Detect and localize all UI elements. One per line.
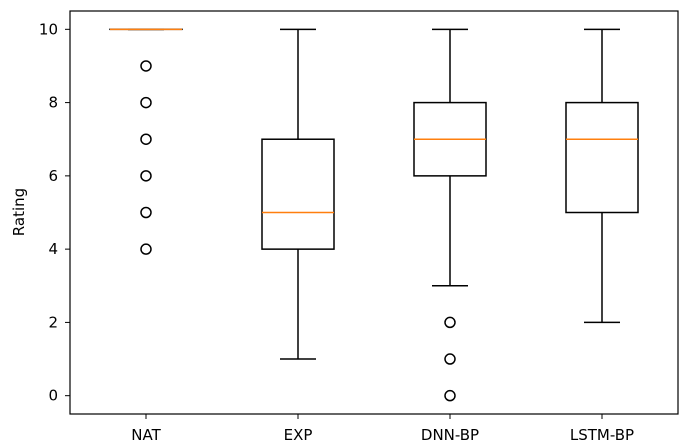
outlier-point <box>444 353 456 365</box>
y-tick-label: 2 <box>48 313 58 331</box>
outlier-point <box>140 60 152 72</box>
x-tick-label: NAT <box>131 426 161 444</box>
iqr-box <box>565 101 639 214</box>
y-tick-label: 4 <box>48 240 58 258</box>
box-exp <box>261 28 335 360</box>
outlier-point <box>140 243 152 255</box>
outlier-point <box>140 170 152 182</box>
x-tick-label: DNN-BP <box>421 426 479 444</box>
y-tick-label: 8 <box>48 94 58 112</box>
box-lstm-bp <box>565 28 639 324</box>
outlier-point <box>444 316 456 329</box>
outlier-point <box>140 96 152 109</box>
iqr-box <box>261 138 335 250</box>
y-tick-label: 6 <box>48 167 58 185</box>
box-nat <box>109 28 183 255</box>
y-tick-label: 0 <box>48 387 58 405</box>
y-tick-label: 10 <box>39 20 58 38</box>
boxes-group <box>109 28 639 402</box>
x-tick-label: LSTM-BP <box>570 426 634 444</box>
outlier-point <box>140 206 152 219</box>
x-axis: NAT EXP DNN-BP LSTM-BP <box>131 414 634 444</box>
plot-frame <box>69 10 679 415</box>
y-axis-label: Rating <box>10 188 28 236</box>
box-dnn-bp <box>413 28 487 402</box>
outlier-point <box>140 133 152 145</box>
outlier-point <box>444 389 456 402</box>
x-tick-label: EXP <box>284 426 313 444</box>
y-axis: 0 2 4 6 8 10 <box>39 20 70 405</box>
